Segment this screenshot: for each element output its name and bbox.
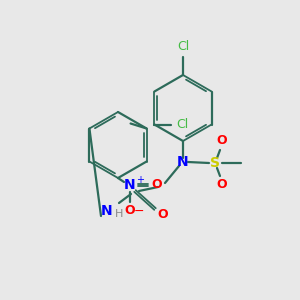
Text: N: N [124,178,136,192]
Text: O: O [217,134,227,148]
Text: S: S [210,156,220,170]
Text: N: N [101,204,113,218]
Text: H: H [115,209,123,219]
Text: O: O [158,208,168,220]
Text: O: O [217,178,227,191]
Text: O: O [152,178,162,191]
Text: +: + [136,175,144,185]
Text: Cl: Cl [176,118,188,131]
Text: Cl: Cl [177,40,189,52]
Text: −: − [134,205,144,218]
Text: N: N [177,155,189,169]
Text: O: O [125,205,135,218]
